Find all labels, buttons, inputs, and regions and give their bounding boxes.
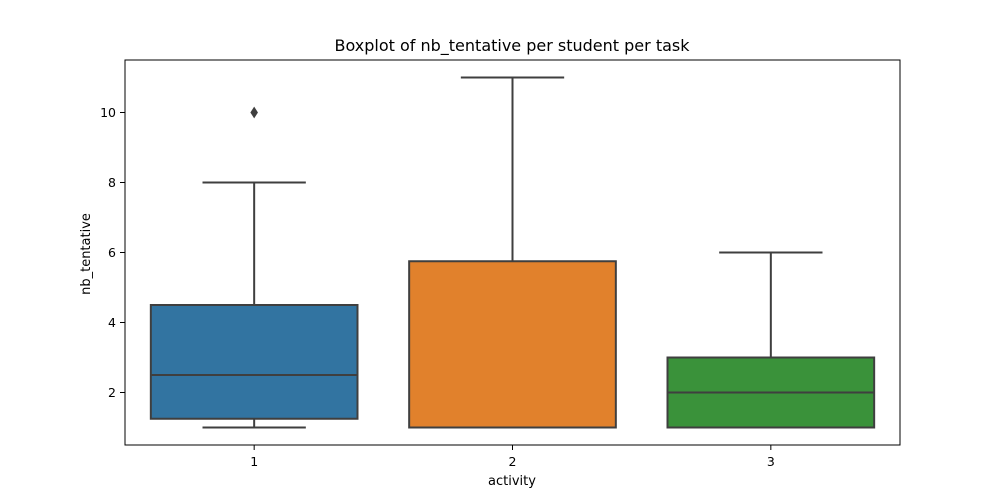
x-tick-label: 2	[509, 454, 517, 469]
y-tick-label: 8	[108, 175, 116, 190]
y-tick-label: 2	[108, 385, 116, 400]
box-group-2	[408, 76, 617, 429]
iqr-box	[408, 260, 617, 429]
y-tick-label: 10	[100, 105, 116, 120]
y-tick-label: 6	[108, 245, 116, 260]
chart-marks	[149, 76, 876, 429]
x-tick-label: 1	[250, 454, 258, 469]
y-tick-label: 4	[108, 315, 116, 330]
y-axis-label: nb_tentative	[79, 213, 94, 295]
box-group-1	[149, 106, 359, 429]
outlier-point	[250, 106, 258, 119]
x-tick-label: 3	[767, 454, 775, 469]
x-axis-label: activity	[488, 474, 536, 489]
chart-title: Boxplot of nb_tentative per student per …	[334, 36, 690, 56]
box-group-3	[666, 251, 876, 429]
iqr-box	[149, 304, 359, 420]
